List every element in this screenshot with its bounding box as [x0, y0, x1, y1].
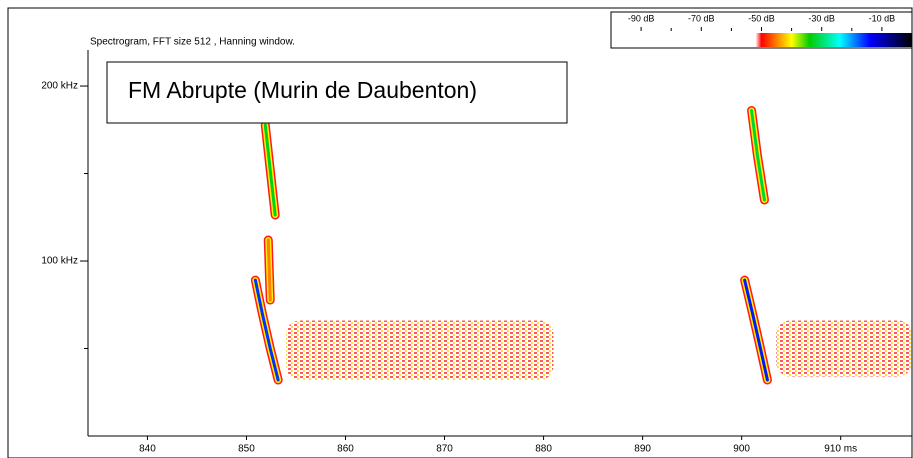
x-tick-label: 900 [733, 444, 750, 455]
x-tick-label: 860 [337, 444, 354, 455]
colorbar [755, 33, 912, 47]
x-tick-label: 890 [634, 444, 651, 455]
call-core [268, 240, 270, 300]
echo-clutter [286, 321, 553, 380]
x-tick-label: 850 [238, 444, 255, 455]
chart-title: Spectrogram, FFT size 512 , Hanning wind… [90, 37, 295, 48]
colorbar-tick-label: -10 dB [869, 13, 896, 23]
echo-clutter [776, 321, 912, 377]
x-tick-label: 880 [535, 444, 552, 455]
annotation: FM Abrupte (Murin de Daubenton) [128, 77, 477, 103]
y-tick-label: 200 kHz [41, 81, 78, 92]
x-tick-label: 870 [436, 444, 453, 455]
x-tick-label: 910 ms [824, 444, 857, 455]
colorbar-tick-label: -30 dB [808, 13, 835, 23]
x-tick-label: 840 [139, 444, 156, 455]
colorbar-tick-label: -50 dB [748, 13, 775, 23]
y-tick-label: 100 kHz [41, 256, 78, 267]
spectrogram-window: Spectrogram, FFT size 512 , Hanning wind… [0, 0, 913, 458]
colorbar-tick-label: -90 dB [628, 13, 655, 23]
colorbar-tick-label: -70 dB [688, 13, 715, 23]
